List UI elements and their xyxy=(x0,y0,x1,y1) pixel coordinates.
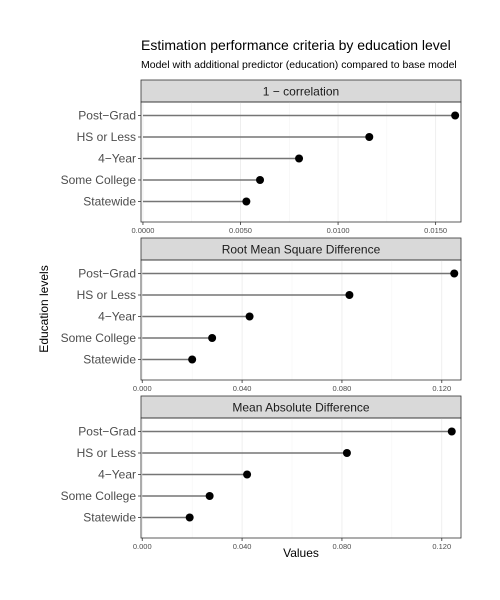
category-label: HS or Less xyxy=(77,446,136,460)
panel-border xyxy=(140,417,462,539)
category-label: HS or Less xyxy=(77,288,136,302)
category-label: Statewide xyxy=(83,195,136,209)
data-point xyxy=(450,269,459,278)
x-tick-label: 0.0150 xyxy=(424,226,447,235)
category-label: Post−Grad xyxy=(78,267,136,281)
strip-label: Root Mean Square Difference xyxy=(222,243,381,257)
data-point xyxy=(447,427,456,436)
x-axis-title: Values xyxy=(283,546,319,560)
category-label: Statewide xyxy=(83,353,136,367)
facet-panel-2: Mean Absolute Difference Post−Grad HS or L… xyxy=(61,395,462,551)
data-point xyxy=(345,291,354,299)
x-tick-label: 0.0000 xyxy=(131,226,154,235)
x-tick-label: 0.0050 xyxy=(229,226,252,235)
category-label: Some College xyxy=(61,331,137,345)
facet-panel-0: 1 − correlation Post−Grad HS or Less 4−Year… xyxy=(61,79,462,235)
data-point xyxy=(205,492,214,500)
chart-title: Estimation performance criteria by educa… xyxy=(141,37,451,53)
category-label: Post−Grad xyxy=(78,109,136,123)
category-label: Statewide xyxy=(83,511,136,525)
data-point xyxy=(245,312,254,321)
data-point xyxy=(188,355,197,364)
category-label: 4−Year xyxy=(98,310,136,324)
facet-panel-1: Root Mean Square Difference Post−Grad HS o… xyxy=(61,237,462,393)
category-label: 4−Year xyxy=(98,468,136,482)
category-label: HS or Less xyxy=(77,130,136,144)
x-tick-label: 0.000 xyxy=(133,542,152,551)
x-tick-label: 0.000 xyxy=(133,384,152,393)
chart-subtitle: Model with additional predictor (educati… xyxy=(141,59,457,71)
x-tick-label: 0.080 xyxy=(333,384,352,393)
x-tick-label: 0.0100 xyxy=(327,226,350,235)
x-tick-label: 0.120 xyxy=(432,384,451,393)
data-point xyxy=(208,334,217,342)
data-point xyxy=(295,154,304,163)
data-point xyxy=(256,176,265,184)
category-label: Some College xyxy=(61,173,137,187)
x-tick-label: 0.040 xyxy=(233,542,252,551)
strip-label: Mean Absolute Difference xyxy=(232,401,370,415)
y-axis-title: Education levels xyxy=(37,265,51,352)
data-point xyxy=(451,111,460,120)
category-label: 4−Year xyxy=(98,152,136,166)
panel-border xyxy=(140,101,462,223)
x-tick-label: 0.080 xyxy=(333,542,352,551)
category-label: Post−Grad xyxy=(78,425,136,439)
data-point xyxy=(242,197,251,206)
category-label: Some College xyxy=(61,489,137,503)
data-point xyxy=(342,449,351,457)
data-point xyxy=(185,513,194,522)
facet-panels: 1 − correlation Post−Grad HS or Less 4−Year… xyxy=(61,79,462,551)
panel-border xyxy=(140,259,462,381)
data-point xyxy=(243,470,252,479)
x-tick-label: 0.040 xyxy=(233,384,252,393)
strip-label: 1 − correlation xyxy=(263,85,339,99)
data-point xyxy=(365,133,374,141)
x-tick-label: 0.120 xyxy=(432,542,451,551)
